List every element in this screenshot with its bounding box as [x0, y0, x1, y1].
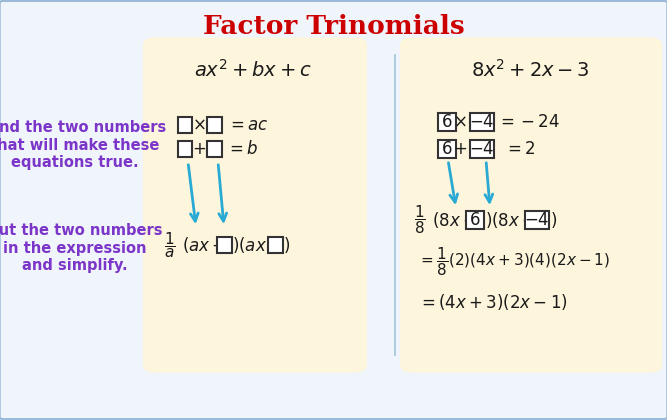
Text: $-4$: $-4$ — [524, 211, 550, 229]
Text: $ax^2+bx+c$: $ax^2+bx+c$ — [194, 59, 312, 81]
Text: $\dfrac{1}{8}$: $\dfrac{1}{8}$ — [414, 204, 426, 236]
FancyBboxPatch shape — [207, 141, 221, 157]
FancyBboxPatch shape — [217, 237, 231, 253]
Text: $= ac$: $= ac$ — [227, 116, 269, 134]
Text: 6: 6 — [442, 140, 452, 158]
Text: $-4$: $-4$ — [470, 113, 495, 131]
Text: $)(ax+$: $)(ax+$ — [232, 235, 282, 255]
FancyBboxPatch shape — [177, 117, 193, 133]
FancyBboxPatch shape — [438, 140, 456, 158]
Text: 6: 6 — [442, 113, 452, 131]
Text: Find the two numbers
that will make these
equations true.: Find the two numbers that will make thes… — [0, 120, 166, 170]
Text: $+$: $+$ — [192, 140, 206, 158]
FancyBboxPatch shape — [143, 37, 367, 373]
Text: $=\dfrac{1}{8}(2)(4x+3)(4)(2x-1)$: $=\dfrac{1}{8}(2)(4x+3)(4)(2x-1)$ — [418, 246, 610, 278]
FancyBboxPatch shape — [525, 211, 549, 229]
Text: $\times$: $\times$ — [453, 113, 467, 131]
Text: 6: 6 — [470, 211, 480, 229]
Text: Factor Trinomials: Factor Trinomials — [203, 15, 464, 39]
Text: $)$: $)$ — [550, 210, 557, 230]
Text: $\dfrac{1}{a}$: $\dfrac{1}{a}$ — [164, 230, 176, 260]
Text: $\times$: $\times$ — [192, 116, 206, 134]
Text: $(8x+$: $(8x+$ — [432, 210, 476, 230]
FancyBboxPatch shape — [470, 140, 494, 158]
FancyBboxPatch shape — [470, 113, 494, 131]
Text: $= 2$: $= 2$ — [504, 140, 536, 158]
FancyBboxPatch shape — [267, 237, 283, 253]
Text: Put the two numbers
in the expression
and simplify.: Put the two numbers in the expression an… — [0, 223, 162, 273]
Text: $8x^2+2x-3$: $8x^2+2x-3$ — [471, 59, 590, 81]
Text: $= b$: $= b$ — [226, 140, 258, 158]
FancyBboxPatch shape — [207, 117, 221, 133]
FancyBboxPatch shape — [438, 113, 456, 131]
Text: $)(8x+$: $)(8x+$ — [485, 210, 536, 230]
FancyBboxPatch shape — [466, 211, 484, 229]
Text: $+$: $+$ — [453, 140, 467, 158]
Text: $=(4x+3)(2x-1)$: $=(4x+3)(2x-1)$ — [418, 292, 568, 312]
FancyBboxPatch shape — [400, 37, 662, 373]
Text: $= -24$: $= -24$ — [496, 113, 560, 131]
FancyBboxPatch shape — [177, 141, 193, 157]
Text: $-4$: $-4$ — [470, 140, 495, 158]
Text: $(ax+$: $(ax+$ — [182, 235, 226, 255]
Text: $)$: $)$ — [283, 235, 290, 255]
